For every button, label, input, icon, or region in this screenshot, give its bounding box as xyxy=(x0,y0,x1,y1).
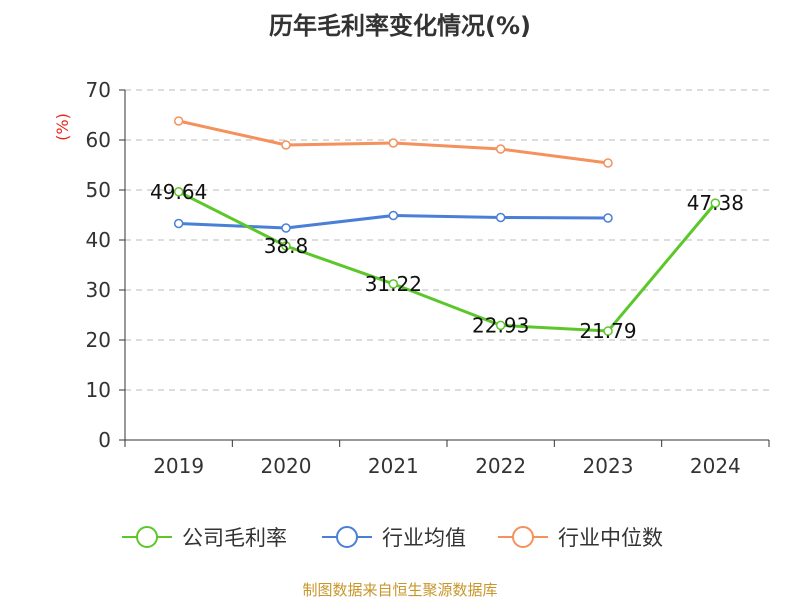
data-point xyxy=(281,241,291,251)
legend-marker xyxy=(136,526,158,548)
data-point xyxy=(173,116,184,126)
data-point xyxy=(603,158,613,168)
data-point xyxy=(495,320,506,331)
y-tick-label: 60 xyxy=(86,128,111,152)
data-point xyxy=(281,140,291,150)
data-label-layer: 49.64 38.8 31.22 22.93 21.79 47.38 xyxy=(150,180,744,343)
legend-marker xyxy=(336,526,358,548)
legend-label: 公司毛利率 xyxy=(182,526,287,550)
series-line-0 xyxy=(177,190,717,333)
y-tick-label: 0 xyxy=(98,428,111,452)
data-point xyxy=(388,138,399,148)
x-tick-label: 2022 xyxy=(475,454,526,478)
legend: 公司毛利率 行业均值 行业中位数 xyxy=(122,526,663,550)
x-tick-label: 2024 xyxy=(690,454,741,478)
y-tick-label: 20 xyxy=(86,328,111,352)
chart-title: 历年毛利率变化情况(%) xyxy=(269,12,531,40)
x-tick-label: 2023 xyxy=(583,454,634,478)
data-point xyxy=(710,198,721,208)
data-point xyxy=(603,213,613,223)
data-point xyxy=(388,210,399,221)
data-label: 38.8 xyxy=(264,234,309,258)
x-tick-label: 2020 xyxy=(261,454,312,478)
data-point xyxy=(603,326,613,336)
data-label: 47.38 xyxy=(687,191,744,215)
data-point xyxy=(495,144,506,154)
data-label: 49.64 xyxy=(150,180,207,204)
data-label: 22.93 xyxy=(472,313,529,337)
y-tick-label: 70 xyxy=(86,78,111,102)
series-layer xyxy=(173,116,721,336)
x-tick-label: 2019 xyxy=(153,454,204,478)
data-point xyxy=(281,223,291,233)
y-axis-unit: (%) xyxy=(53,113,72,141)
y-tick-label: 10 xyxy=(86,378,111,402)
axis-layer: 0 10 20 30 40 50 60 70 2019 2020 2021 2022 2023 2024 xyxy=(86,78,770,478)
legend-marker xyxy=(512,526,534,548)
data-label: 31.22 xyxy=(365,272,422,296)
legend-label: 行业均值 xyxy=(382,526,466,550)
data-point xyxy=(388,279,399,289)
x-tick-label: 2021 xyxy=(368,454,419,478)
legend-label: 行业中位数 xyxy=(558,526,663,550)
source-note: 制图数据来自恒生聚源数据库 xyxy=(302,581,497,599)
data-point xyxy=(173,218,184,229)
y-tick-label: 50 xyxy=(86,178,111,202)
y-tick-label: 30 xyxy=(86,278,111,302)
data-point xyxy=(173,187,184,197)
data-point xyxy=(495,212,506,223)
grid-layer xyxy=(125,89,769,391)
y-tick-label: 40 xyxy=(86,228,111,252)
data-label: 21.79 xyxy=(579,319,636,343)
